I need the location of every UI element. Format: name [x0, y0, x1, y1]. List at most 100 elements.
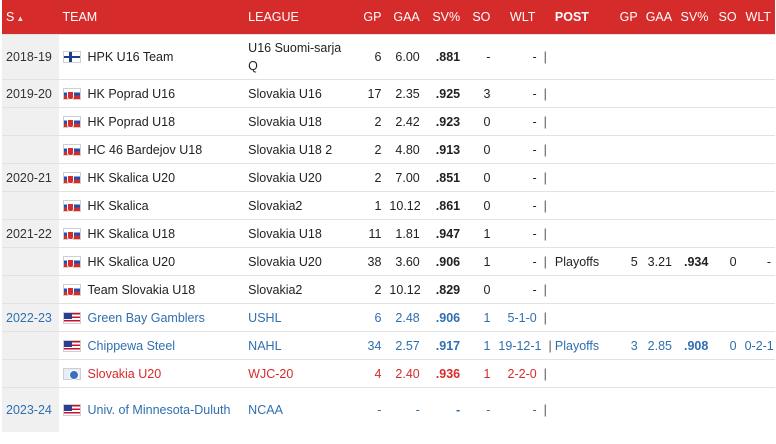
team-cell[interactable]: HK Skalica U18 [58, 219, 245, 248]
so-cell: 0 [464, 191, 495, 220]
team-cell[interactable]: HK Skalica U20 [58, 163, 245, 192]
post-gp-cell [613, 303, 642, 332]
col-wlt-header[interactable]: WLT [494, 0, 551, 35]
team-name[interactable]: Team Slovakia U18 [87, 282, 196, 297]
post-wlt-cell: - [740, 247, 775, 276]
column-separator: | [543, 50, 547, 64]
season-cell: 2018-19 [2, 34, 59, 80]
post-svp-cell [676, 163, 713, 192]
wlt-cell: - | [494, 79, 551, 108]
post-svp-cell: .908 [676, 331, 713, 360]
gp-cell: - [351, 387, 386, 432]
wlt-value: - [532, 282, 537, 297]
league-cell[interactable]: NAHL [244, 331, 352, 360]
team-cell[interactable]: HK Poprad U18 [58, 107, 245, 136]
svk-flag-icon [62, 87, 81, 100]
gaa-cell: 3.60 [385, 247, 424, 276]
col-post-wlt-header[interactable]: WLT [740, 0, 775, 35]
post-cell [550, 191, 614, 220]
gp-cell: 38 [351, 247, 386, 276]
gp-cell: 2 [351, 163, 386, 192]
team-name[interactable]: HC 46 Bardejov U18 [87, 142, 203, 157]
post-cell [550, 163, 614, 192]
col-post-gp-header[interactable]: GP [613, 0, 642, 35]
team-cell[interactable]: HC 46 Bardejov U18 [58, 135, 245, 164]
league-cell[interactable]: Slovakia2 [244, 191, 352, 220]
svk-flag-icon [62, 171, 81, 184]
gaa-cell: 2.57 [385, 331, 424, 360]
league-cell[interactable]: Slovakia2 [244, 275, 352, 304]
post-so-cell [712, 191, 741, 220]
team-name[interactable]: HK Skalica U18 [87, 226, 176, 241]
post-gaa-cell [641, 135, 676, 164]
season-cell[interactable]: 2023-24 [2, 387, 59, 432]
team-cell[interactable]: Chippewa Steel [58, 331, 245, 360]
league-cell[interactable]: U16 Suomi-sarja Q [244, 34, 352, 80]
column-separator: | [543, 310, 547, 325]
league-cell[interactable]: Slovakia U18 [244, 219, 352, 248]
league-cell[interactable]: Slovakia U16 [244, 79, 352, 108]
team-cell[interactable]: HK Poprad U16 [58, 79, 245, 108]
col-gaa-header[interactable]: GAA [385, 0, 424, 35]
team-cell[interactable]: Team Slovakia U18 [58, 275, 245, 304]
team-name[interactable]: Univ. of Minnesota-Duluth [87, 403, 231, 417]
team-cell[interactable]: Univ. of Minnesota-Duluth [58, 387, 245, 432]
league-cell[interactable]: Slovakia U20 [244, 163, 352, 192]
team-name[interactable]: HK Poprad U18 [87, 114, 176, 129]
season-cell [2, 135, 59, 164]
gaa-cell: 2.40 [385, 359, 424, 388]
col-team-header[interactable]: TEAM [58, 0, 245, 35]
team-name[interactable]: Green Bay Gamblers [87, 310, 205, 325]
team-name[interactable]: HK Skalica U20 [87, 254, 176, 269]
table-row: 2020-21 HK Skalica U20 Slovakia U20 2 7.00.8… [2, 163, 775, 192]
col-post-header[interactable]: POST [550, 0, 614, 35]
post-cell [550, 387, 614, 432]
so-cell: 0 [464, 135, 495, 164]
team-cell[interactable]: Slovakia U20 [58, 359, 245, 388]
wlt-value: - [532, 170, 537, 185]
team-cell[interactable]: Green Bay Gamblers [58, 303, 245, 332]
col-svp-header[interactable]: SV% [423, 0, 465, 35]
team-cell[interactable]: HK Skalica [58, 191, 245, 220]
column-separator: | [543, 142, 547, 157]
table-row: 2023-24 Univ. of Minnesota-Duluth NCAA - - - -… [2, 387, 775, 432]
league-cell[interactable]: NCAA [244, 387, 352, 432]
post-gaa-cell [641, 387, 676, 432]
table-row: HC 46 Bardejov U18 Slovakia U18 2 2 4.80.91… [2, 135, 775, 164]
league-cell[interactable]: Slovakia U20 [244, 247, 352, 276]
team-name[interactable]: HK Skalica U20 [87, 170, 176, 185]
sort-arrow-icon[interactable]: ▲ [16, 14, 25, 23]
team-name[interactable]: HPK U16 Team [87, 50, 174, 64]
col-league-header[interactable]: LEAGUE [244, 0, 352, 35]
post-gaa-cell [641, 359, 676, 388]
team-name[interactable]: HK Poprad U16 [87, 86, 176, 101]
col-gp-header[interactable]: GP [351, 0, 386, 35]
table-row: 2019-20 HK Poprad U16 Slovakia U16 17 2.35.9… [2, 79, 775, 108]
team-name[interactable]: HK Skalica [87, 198, 149, 213]
season-cell [2, 275, 59, 304]
svk-flag-icon [62, 255, 81, 268]
team-name[interactable]: Chippewa Steel [87, 338, 176, 353]
col-post-svp-header[interactable]: SV% [676, 0, 713, 35]
post-wlt-cell [740, 219, 775, 248]
team-name[interactable]: Slovakia U20 [87, 366, 162, 381]
season-cell[interactable]: 2022-23 [2, 303, 59, 332]
post-so-cell [712, 34, 741, 80]
league-cell[interactable]: USHL [244, 303, 352, 332]
column-separator: | [548, 338, 552, 353]
col-season-header[interactable]: S ▲ [2, 0, 59, 35]
gaa-cell: 6.00 [385, 34, 424, 80]
col-post-gaa-header[interactable]: GAA [641, 0, 676, 35]
wlt-cell: 5-1-0 | [494, 303, 551, 332]
league-cell[interactable]: Slovakia U18 2 [244, 135, 352, 164]
team-cell[interactable]: HPK U16 Team [58, 34, 245, 80]
team-cell[interactable]: HK Skalica U20 [58, 247, 245, 276]
svp-cell: .925 [423, 79, 465, 108]
post-wlt-cell [740, 191, 775, 220]
col-post-so-header[interactable]: SO [712, 0, 741, 35]
league-cell[interactable]: Slovakia U18 [244, 107, 352, 136]
league-cell[interactable]: WJC-20 [244, 359, 352, 388]
col-so-header[interactable]: SO [464, 0, 495, 35]
so-cell: 3 [464, 79, 495, 108]
svp-cell: - [423, 387, 465, 432]
